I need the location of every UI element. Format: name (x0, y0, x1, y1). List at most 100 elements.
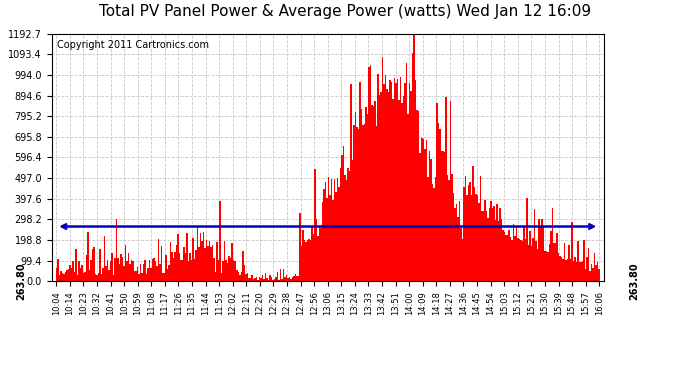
Bar (424, 149, 426, 281)
Bar (343, 146, 344, 281)
Bar (428, 152, 430, 281)
Bar (197, 227, 199, 281)
Bar (206, 240, 208, 281)
Bar (547, 252, 549, 281)
Bar (78, 261, 79, 281)
Bar (125, 245, 126, 281)
Bar (502, 230, 504, 281)
Bar (375, 102, 376, 281)
Bar (580, 262, 582, 281)
Bar (320, 228, 322, 281)
Bar (471, 195, 472, 281)
Bar (418, 111, 420, 281)
Bar (532, 238, 534, 281)
Bar (450, 101, 451, 281)
Bar (304, 240, 305, 281)
Bar (167, 269, 168, 281)
Bar (535, 241, 537, 281)
Bar (107, 260, 108, 281)
Bar (585, 269, 586, 281)
Bar (362, 125, 364, 281)
Bar (589, 271, 591, 281)
Bar (364, 124, 365, 281)
Bar (588, 248, 589, 281)
Bar (97, 273, 99, 281)
Bar (204, 248, 206, 281)
Bar (386, 89, 388, 281)
Bar (299, 213, 301, 281)
Bar (426, 140, 427, 281)
Bar (404, 83, 406, 281)
Bar (558, 253, 560, 281)
Bar (430, 159, 431, 281)
Bar (460, 228, 462, 281)
Bar (569, 245, 570, 281)
Bar (81, 265, 83, 281)
Bar (105, 266, 107, 281)
Bar (511, 240, 513, 281)
Bar (255, 278, 257, 281)
Bar (455, 204, 457, 281)
Bar (182, 260, 184, 281)
Bar (130, 260, 132, 281)
Bar (272, 280, 274, 281)
Bar (302, 230, 304, 281)
Bar (215, 272, 217, 281)
Bar (380, 92, 382, 281)
Bar (180, 260, 182, 281)
Bar (277, 272, 278, 281)
Bar (526, 198, 528, 281)
Bar (551, 231, 552, 281)
Bar (486, 211, 487, 281)
Bar (576, 262, 578, 281)
Bar (578, 241, 579, 281)
Bar (435, 177, 436, 281)
Bar (79, 268, 81, 281)
Bar (534, 209, 535, 281)
Bar (305, 242, 306, 281)
Bar (500, 208, 501, 281)
Bar (349, 171, 351, 281)
Bar (397, 79, 398, 281)
Bar (236, 270, 237, 281)
Bar (140, 264, 141, 281)
Bar (351, 84, 352, 281)
Bar (464, 176, 466, 281)
Bar (523, 227, 525, 281)
Bar (284, 278, 286, 281)
Bar (102, 268, 103, 281)
Bar (162, 273, 164, 281)
Bar (233, 260, 235, 281)
Bar (239, 274, 241, 281)
Bar (121, 258, 124, 281)
Bar (219, 201, 221, 281)
Bar (168, 266, 170, 281)
Bar (570, 260, 571, 281)
Bar (370, 65, 371, 281)
Bar (222, 261, 224, 281)
Bar (201, 241, 203, 281)
Bar (391, 82, 393, 281)
Bar (72, 261, 74, 281)
Bar (286, 275, 287, 281)
Bar (334, 179, 335, 281)
Bar (221, 273, 222, 281)
Bar (254, 278, 255, 281)
Bar (489, 208, 490, 281)
Bar (552, 208, 553, 281)
Bar (61, 273, 63, 281)
Bar (290, 279, 292, 281)
Bar (591, 264, 593, 281)
Bar (497, 221, 500, 281)
Bar (112, 275, 114, 281)
Bar (331, 179, 333, 281)
Bar (413, 34, 415, 281)
Bar (314, 169, 316, 281)
Bar (292, 278, 293, 281)
Bar (353, 125, 355, 281)
Bar (110, 261, 111, 281)
Bar (134, 271, 135, 281)
Bar (359, 82, 361, 281)
Bar (210, 247, 212, 281)
Bar (335, 192, 337, 281)
